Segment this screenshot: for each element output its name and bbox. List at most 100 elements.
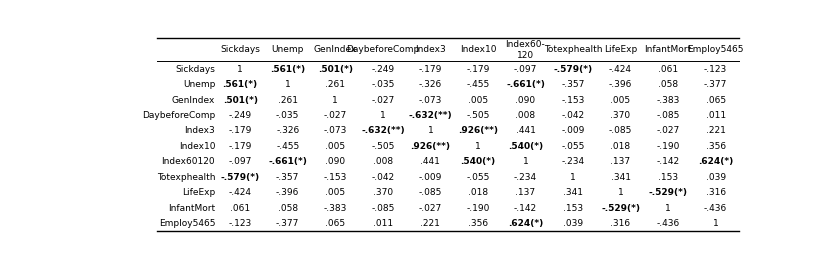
Text: .370: .370	[611, 111, 630, 120]
Text: -.142: -.142	[657, 157, 680, 166]
Text: .061: .061	[658, 65, 678, 74]
Text: .926(**): .926(**)	[458, 127, 498, 135]
Text: Employ5465: Employ5465	[687, 45, 744, 54]
Text: -.123: -.123	[704, 65, 728, 74]
Text: .018: .018	[467, 188, 488, 197]
Text: -.357: -.357	[276, 173, 300, 182]
Text: -.455: -.455	[276, 142, 300, 151]
Text: -.142: -.142	[514, 204, 537, 213]
Text: -.326: -.326	[419, 80, 442, 89]
Text: -.073: -.073	[419, 96, 442, 105]
Text: 1: 1	[523, 157, 528, 166]
Text: .221: .221	[421, 219, 440, 228]
Text: .058: .058	[658, 80, 678, 89]
Text: -.529(*): -.529(*)	[649, 188, 687, 197]
Text: -.632(**): -.632(**)	[408, 111, 452, 120]
Text: -.396: -.396	[609, 80, 632, 89]
Text: -.009: -.009	[419, 173, 442, 182]
Text: -.505: -.505	[466, 111, 490, 120]
Text: .441: .441	[515, 127, 536, 135]
Text: .624(*): .624(*)	[508, 219, 543, 228]
Text: GenIndex: GenIndex	[172, 96, 215, 105]
Text: -.035: -.035	[276, 111, 300, 120]
Text: -.153: -.153	[561, 96, 584, 105]
Text: .008: .008	[373, 157, 393, 166]
Text: -.179: -.179	[419, 65, 442, 74]
Text: Index60120: Index60120	[161, 157, 215, 166]
Text: -.179: -.179	[229, 142, 252, 151]
Text: .341: .341	[611, 173, 630, 182]
Text: -.424: -.424	[609, 65, 632, 74]
Text: -.009: -.009	[561, 127, 584, 135]
Text: -.027: -.027	[371, 96, 394, 105]
Text: GenIndex: GenIndex	[314, 45, 357, 54]
Text: .561(*): .561(*)	[222, 80, 258, 89]
Text: -.234: -.234	[561, 157, 584, 166]
Text: .039: .039	[705, 173, 726, 182]
Text: Unemp: Unemp	[183, 80, 215, 89]
Text: Sickdays: Sickdays	[175, 65, 215, 74]
Text: InfantMort: InfantMort	[168, 204, 215, 213]
Text: .137: .137	[515, 188, 536, 197]
Text: -.579(*): -.579(*)	[221, 173, 260, 182]
Text: Index3: Index3	[415, 45, 446, 54]
Text: -.661(*): -.661(*)	[506, 80, 545, 89]
Text: -.097: -.097	[229, 157, 252, 166]
Text: .624(*): .624(*)	[698, 157, 733, 166]
Text: LifeExp: LifeExp	[604, 45, 637, 54]
Text: .065: .065	[705, 96, 726, 105]
Text: -.085: -.085	[657, 111, 680, 120]
Text: -.027: -.027	[657, 127, 680, 135]
Text: -.661(*): -.661(*)	[268, 157, 307, 166]
Text: Unemp: Unemp	[272, 45, 304, 54]
Text: Index3: Index3	[184, 127, 215, 135]
Text: -.326: -.326	[276, 127, 300, 135]
Text: .153: .153	[563, 204, 583, 213]
Text: 1: 1	[618, 188, 624, 197]
Text: 1: 1	[475, 142, 481, 151]
Text: .061: .061	[230, 204, 250, 213]
Text: -.396: -.396	[276, 188, 300, 197]
Text: .561(*): .561(*)	[270, 65, 305, 74]
Text: .370: .370	[373, 188, 393, 197]
Text: .261: .261	[325, 80, 346, 89]
Text: Index60-
120: Index60- 120	[505, 40, 546, 60]
Text: .005: .005	[325, 142, 346, 151]
Text: .926(**): .926(**)	[411, 142, 450, 151]
Text: .005: .005	[325, 188, 346, 197]
Text: .065: .065	[325, 219, 346, 228]
Text: .221: .221	[705, 127, 726, 135]
Text: DaybeforeComp: DaybeforeComp	[346, 45, 420, 54]
Text: Totexphealth: Totexphealth	[544, 45, 602, 54]
Text: -.377: -.377	[704, 80, 728, 89]
Text: .261: .261	[277, 96, 298, 105]
Text: -.357: -.357	[561, 80, 584, 89]
Text: 1: 1	[713, 219, 718, 228]
Text: .341: .341	[563, 188, 583, 197]
Text: -.042: -.042	[561, 111, 584, 120]
Text: LifeExp: LifeExp	[182, 188, 215, 197]
Text: .090: .090	[515, 96, 536, 105]
Text: .011: .011	[705, 111, 726, 120]
Text: -.085: -.085	[609, 127, 632, 135]
Text: 1: 1	[427, 127, 433, 135]
Text: -.073: -.073	[323, 127, 347, 135]
Text: 1: 1	[237, 65, 243, 74]
Text: -.436: -.436	[657, 219, 680, 228]
Text: -.027: -.027	[323, 111, 347, 120]
Text: -.153: -.153	[323, 173, 347, 182]
Text: .153: .153	[658, 173, 678, 182]
Text: -.055: -.055	[466, 173, 490, 182]
Text: .137: .137	[611, 157, 630, 166]
Text: -.042: -.042	[371, 173, 394, 182]
Text: -.436: -.436	[704, 204, 728, 213]
Text: .090: .090	[325, 157, 346, 166]
Text: -.179: -.179	[229, 127, 252, 135]
Text: Sickdays: Sickdays	[221, 45, 260, 54]
Text: -.632(**): -.632(**)	[361, 127, 405, 135]
Text: .501(*): .501(*)	[223, 96, 258, 105]
Text: -.377: -.377	[276, 219, 300, 228]
Text: -.027: -.027	[419, 204, 442, 213]
Text: .540(*): .540(*)	[460, 157, 495, 166]
Text: -.190: -.190	[657, 142, 680, 151]
